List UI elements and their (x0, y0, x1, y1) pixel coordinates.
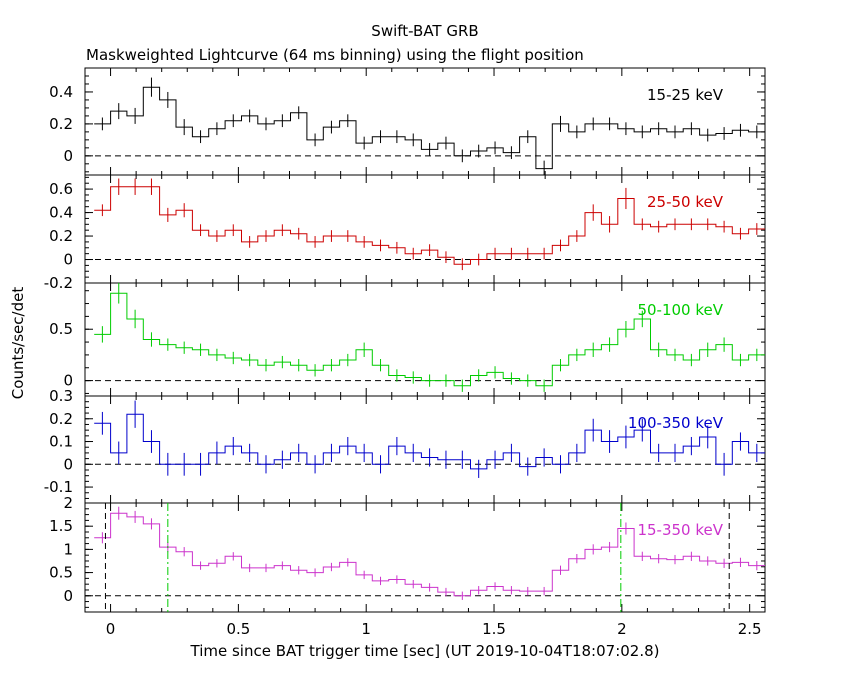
y-axis-label: Counts/sec/det (9, 287, 27, 400)
x-tick-label: 1.5 (482, 620, 506, 638)
panel-3: -0.1 0 0.1 0.2 0.3 100-350 keV (44, 387, 766, 504)
y-tick-label: -0.1 (44, 478, 73, 496)
energy-band-label: 25-50 keV (647, 193, 724, 211)
y-tick-label: -0.2 (44, 274, 73, 292)
y-tick-label: 0.5 (49, 564, 73, 582)
energy-band-label: 100-350 keV (628, 414, 724, 432)
y-tick-label: 0 (63, 455, 73, 473)
x-tick-label: 2.5 (738, 620, 762, 638)
y-tick-label: 0.4 (49, 204, 73, 222)
x-axis-label: Time since BAT trigger time [sec] (UT 20… (190, 642, 660, 660)
energy-band-label: 50-100 keV (637, 301, 723, 319)
y-tick-label: 0.1 (49, 433, 73, 451)
y-tick-label: 0.2 (49, 115, 73, 133)
x-tick-label: 0.5 (226, 620, 250, 638)
y-tick-label: 2 (63, 494, 73, 512)
y-tick-label: 0.6 (49, 180, 73, 198)
panel-1: -0.2 0 0.2 0.4 0.6 25-50 keV (44, 174, 766, 292)
panel-frame (84, 67, 766, 176)
panel-0: 0 0.2 0.4 15-25 keV (49, 67, 766, 176)
chart-subtitle: Maskweighted Lightcurve (64 ms binning) … (86, 46, 584, 64)
lightcurve-series (94, 292, 765, 387)
y-tick-label: 0.4 (49, 83, 73, 101)
panel-frame (84, 282, 766, 397)
lightcurve-series (94, 186, 765, 265)
y-tick-label: 0.3 (49, 387, 73, 405)
energy-band-label: 15-350 keV (637, 521, 723, 539)
y-tick-label: 0.2 (49, 410, 73, 428)
panels-group: 0 0.2 0.4 15-25 keV -0.2 0 0.2 0.4 0.6 25-50 keV 0… (44, 67, 766, 638)
y-tick-label: 0 (63, 147, 73, 165)
energy-band-label: 15-25 keV (647, 86, 724, 104)
panel-frame (84, 395, 766, 504)
y-tick-label: 1.5 (49, 517, 73, 535)
panel-2: 0 0.5 50-100 keV (49, 282, 766, 397)
y-tick-label: 0 (63, 372, 73, 390)
x-tick-label: 0 (106, 620, 116, 638)
chart-title: Swift-BAT GRB (371, 22, 478, 40)
x-tick-label: 1 (361, 620, 371, 638)
panel-4: 0 0.5 1 1.5 2 15-350 keV (49, 494, 766, 613)
y-tick-label: 1 (63, 540, 73, 558)
y-tick-label: 0.5 (49, 320, 73, 338)
y-tick-label: 0 (63, 251, 73, 269)
y-tick-label: 0 (63, 587, 73, 605)
panel-frame (84, 502, 766, 613)
panel-frame (84, 174, 766, 284)
x-tick-label: 2 (617, 620, 627, 638)
y-tick-label: 0.2 (49, 227, 73, 245)
